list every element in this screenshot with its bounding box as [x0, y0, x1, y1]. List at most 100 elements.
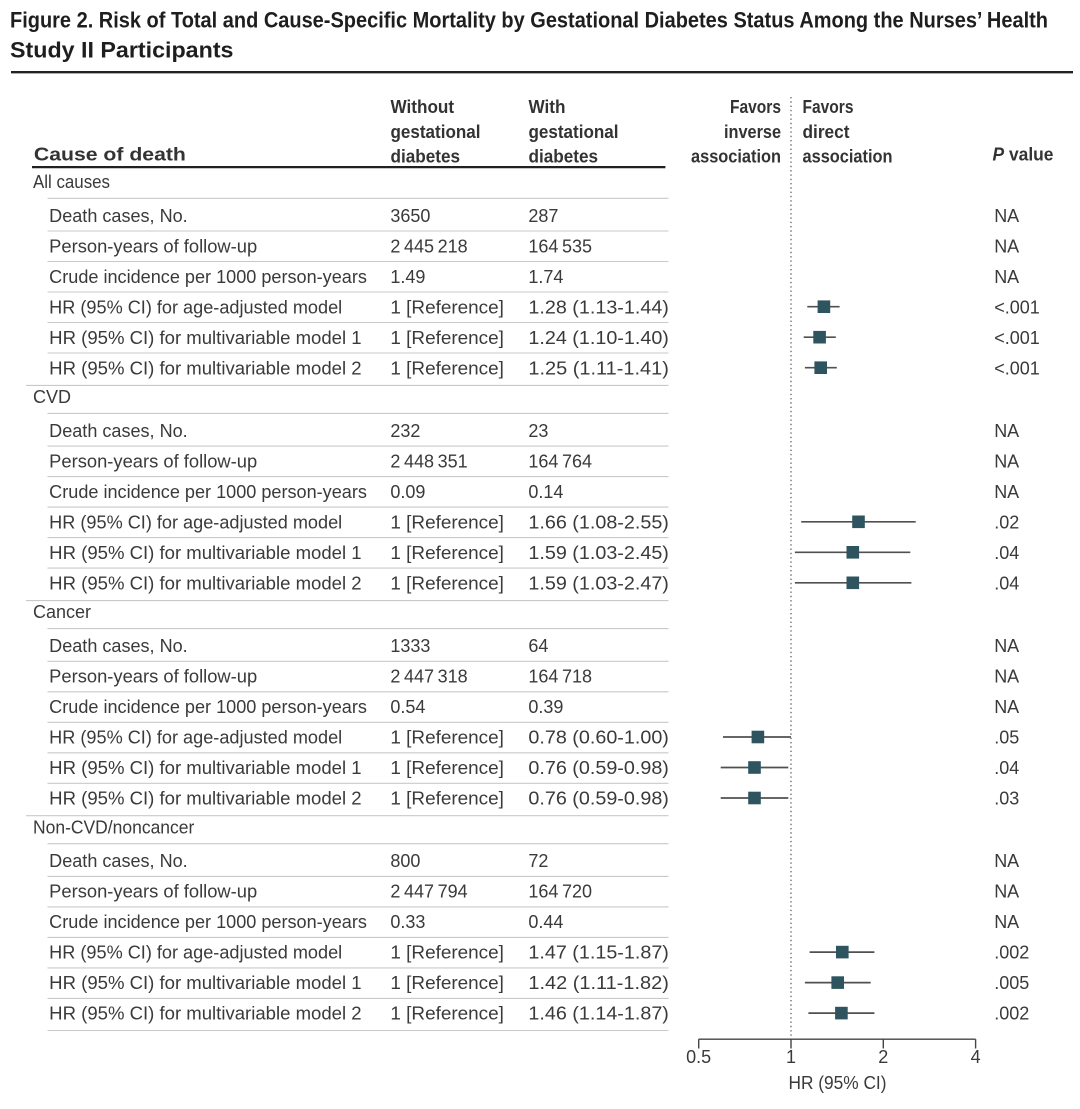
svg-text:2 448 351: 2 448 351: [390, 451, 467, 471]
svg-text:Cause of death: Cause of death: [34, 145, 186, 165]
svg-text:1.28 (1.13-1.44): 1.28 (1.13-1.44): [528, 297, 669, 317]
svg-text:Favors: Favors: [730, 97, 781, 117]
svg-text:1 [Reference]: 1 [Reference]: [390, 789, 504, 809]
svg-text:Crude incidence per 1000 perso: Crude incidence per 1000 person-years: [49, 697, 367, 717]
svg-text:NA: NA: [994, 697, 1019, 717]
svg-text:.005: .005: [994, 973, 1029, 993]
svg-text:1 [Reference]: 1 [Reference]: [390, 573, 504, 593]
svg-text:<.001: <.001: [994, 297, 1040, 317]
svg-text:.02: .02: [994, 512, 1019, 532]
svg-text:1.25 (1.11-1.41): 1.25 (1.11-1.41): [528, 358, 669, 378]
svg-text:Person-years of follow-up: Person-years of follow-up: [49, 667, 257, 687]
svg-text:HR (95% CI) for age-adjusted m: HR (95% CI) for age-adjusted model: [49, 512, 342, 532]
svg-text:.04: .04: [994, 758, 1019, 778]
svg-text:164 720: 164 720: [528, 882, 592, 902]
svg-text:.03: .03: [994, 789, 1019, 809]
svg-text:inverse: inverse: [724, 122, 781, 142]
svg-text:association: association: [691, 147, 781, 167]
svg-text:With: With: [529, 97, 566, 117]
svg-text:NA: NA: [994, 267, 1019, 287]
svg-text:Person-years of follow-up: Person-years of follow-up: [49, 451, 257, 471]
svg-text:<.001: <.001: [994, 328, 1040, 348]
svg-text:Person-years of follow-up: Person-years of follow-up: [49, 882, 257, 902]
svg-text:0.09: 0.09: [390, 482, 425, 502]
svg-text:0.5: 0.5: [686, 1047, 711, 1067]
svg-text:HR (95% CI) for multivariable: HR (95% CI) for multivariable model 1: [49, 758, 361, 778]
svg-text:NA: NA: [994, 882, 1019, 902]
svg-text:0.44: 0.44: [528, 912, 563, 932]
svg-text:Crude incidence per 1000 perso: Crude incidence per 1000 person-years: [49, 912, 367, 932]
svg-text:HR (95% CI) for multivariable: HR (95% CI) for multivariable model 2: [49, 358, 361, 378]
svg-text:1.74: 1.74: [528, 267, 563, 287]
svg-text:NA: NA: [994, 851, 1019, 871]
svg-text:1 [Reference]: 1 [Reference]: [390, 358, 504, 378]
svg-text:2 447 318: 2 447 318: [390, 667, 467, 687]
svg-text:HR (95% CI) for multivariable: HR (95% CI) for multivariable model 2: [49, 573, 361, 593]
svg-text:1.24 (1.10-1.40): 1.24 (1.10-1.40): [528, 328, 669, 348]
svg-text:164 764: 164 764: [528, 451, 592, 471]
svg-text:HR (95% CI): HR (95% CI): [789, 1073, 887, 1093]
svg-text:HR (95% CI) for multivariable: HR (95% CI) for multivariable model 1: [49, 328, 361, 348]
svg-text:1 [Reference]: 1 [Reference]: [390, 297, 504, 317]
svg-text:287: 287: [528, 206, 558, 226]
svg-text:NA: NA: [994, 667, 1019, 687]
svg-text:1 [Reference]: 1 [Reference]: [390, 728, 504, 748]
svg-text:<.001: <.001: [994, 358, 1040, 378]
svg-text:HR (95% CI) for multivariable: HR (95% CI) for multivariable model 2: [49, 1004, 361, 1024]
svg-text:.002: .002: [994, 943, 1029, 963]
svg-text:1.49: 1.49: [390, 267, 425, 287]
svg-text:23: 23: [528, 421, 548, 441]
svg-text:1 [Reference]: 1 [Reference]: [390, 973, 504, 993]
svg-text:NA: NA: [994, 912, 1019, 932]
svg-text:3650: 3650: [390, 206, 430, 226]
svg-text:2 445 218: 2 445 218: [390, 236, 467, 256]
svg-text:.04: .04: [994, 543, 1019, 563]
svg-text:All causes: All causes: [33, 172, 110, 192]
svg-text:Favors: Favors: [803, 97, 854, 117]
svg-text:72: 72: [528, 851, 548, 871]
svg-text:1.66 (1.08-2.55): 1.66 (1.08-2.55): [528, 512, 669, 532]
svg-text:CVD: CVD: [33, 387, 71, 407]
svg-text:HR (95% CI) for age-adjusted m: HR (95% CI) for age-adjusted model: [49, 728, 342, 748]
svg-text:0.54: 0.54: [390, 697, 425, 717]
svg-text:164 535: 164 535: [528, 236, 592, 256]
svg-text:NA: NA: [994, 636, 1019, 656]
svg-text:Non-CVD/noncancer: Non-CVD/noncancer: [33, 817, 194, 837]
svg-text:0.76 (0.59-0.98): 0.76 (0.59-0.98): [528, 758, 669, 778]
svg-text:1 [Reference]: 1 [Reference]: [390, 943, 504, 963]
svg-text:232: 232: [390, 421, 420, 441]
svg-text:0.76 (0.59-0.98): 0.76 (0.59-0.98): [528, 789, 669, 809]
svg-text:.05: .05: [994, 728, 1019, 748]
svg-text:NA: NA: [994, 482, 1019, 502]
svg-text:Crude incidence per 1000 perso: Crude incidence per 1000 person-years: [49, 482, 367, 502]
svg-text:diabetes: diabetes: [529, 147, 599, 167]
svg-text:NA: NA: [994, 421, 1019, 441]
svg-text:Study II Participants: Study II Participants: [10, 38, 234, 63]
svg-text:Figure 2. Risk of Total and Ca: Figure 2. Risk of Total and Cause-Specif…: [10, 8, 1048, 33]
svg-text:gestational: gestational: [391, 122, 481, 142]
svg-text:P value: P value: [993, 145, 1054, 165]
svg-text:1.59 (1.03-2.45): 1.59 (1.03-2.45): [528, 543, 669, 563]
svg-text:800: 800: [390, 851, 420, 871]
svg-text:HR (95% CI) for age-adjusted m: HR (95% CI) for age-adjusted model: [49, 297, 342, 317]
svg-text:64: 64: [528, 636, 548, 656]
svg-text:1.59 (1.03-2.47): 1.59 (1.03-2.47): [528, 573, 669, 593]
svg-text:2: 2: [878, 1047, 888, 1067]
svg-text:.04: .04: [994, 573, 1019, 593]
svg-text:.002: .002: [994, 1004, 1029, 1024]
svg-text:NA: NA: [994, 206, 1019, 226]
svg-text:1 [Reference]: 1 [Reference]: [390, 512, 504, 532]
svg-text:0.33: 0.33: [390, 912, 425, 932]
svg-text:1.42 (1.11-1.82): 1.42 (1.11-1.82): [528, 973, 669, 993]
svg-text:Death cases, No.: Death cases, No.: [49, 636, 188, 656]
svg-text:NA: NA: [994, 236, 1019, 256]
svg-text:Death cases, No.: Death cases, No.: [49, 851, 188, 871]
svg-text:2 447 794: 2 447 794: [390, 882, 467, 902]
svg-text:164 718: 164 718: [528, 667, 592, 687]
svg-text:NA: NA: [994, 451, 1019, 471]
svg-text:1 [Reference]: 1 [Reference]: [390, 1004, 504, 1024]
svg-text:Cancer: Cancer: [33, 602, 91, 622]
svg-text:HR (95% CI) for age-adjusted m: HR (95% CI) for age-adjusted model: [49, 943, 342, 963]
svg-text:Person-years of follow-up: Person-years of follow-up: [49, 236, 257, 256]
svg-text:1: 1: [786, 1047, 796, 1067]
